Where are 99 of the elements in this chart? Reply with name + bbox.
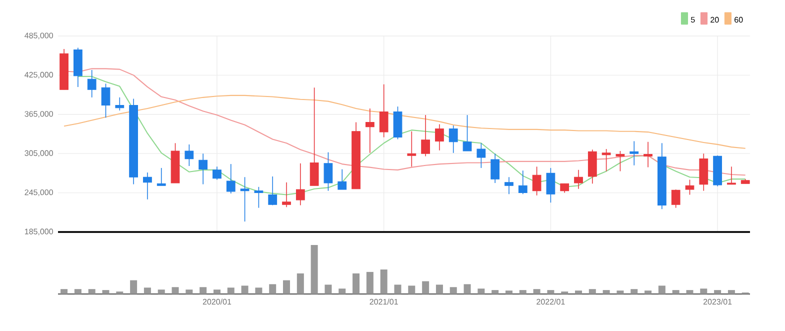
x-tick-label: 2022/01 (536, 298, 565, 305)
candlestick (602, 148, 611, 172)
candlestick (671, 189, 680, 208)
bar (422, 281, 430, 294)
candlestick (184, 144, 194, 166)
candlestick (435, 124, 444, 151)
candlestick (338, 168, 347, 190)
bar (130, 280, 138, 294)
y-tick-label: 245,000 (24, 189, 53, 196)
candlestick (532, 166, 542, 196)
x-tick-label: 2021/01 (370, 298, 398, 305)
bar (213, 290, 220, 294)
bar (296, 273, 304, 294)
bar (644, 290, 652, 294)
candlestick (198, 153, 208, 185)
candlestick (268, 176, 278, 206)
bar (380, 269, 388, 294)
candlestick (282, 182, 291, 208)
bar (630, 289, 638, 294)
candlestick (87, 70, 96, 98)
bar (102, 290, 110, 294)
bar (602, 290, 610, 294)
candlestick (379, 84, 388, 138)
bar (408, 286, 416, 294)
candlestick (504, 176, 514, 194)
bar (714, 290, 722, 294)
y-tick-label: 185,000 (24, 228, 53, 236)
bar (144, 288, 151, 294)
bar (158, 290, 165, 294)
candlestick (644, 141, 652, 168)
bar (464, 284, 471, 294)
candlestick (490, 153, 500, 184)
legend-label: 20 (710, 16, 719, 23)
candlestick (574, 170, 583, 190)
bar (283, 280, 290, 294)
bar (492, 290, 499, 294)
bar (700, 288, 708, 294)
candlestick (546, 168, 556, 203)
candlestick (101, 83, 110, 118)
candlestick (685, 179, 694, 196)
bar (74, 289, 82, 294)
candlestick (407, 130, 416, 168)
candlestick (560, 183, 570, 194)
bar (352, 273, 360, 294)
bar (60, 289, 68, 294)
bar (269, 284, 276, 294)
bar (255, 288, 262, 294)
candlestick (226, 164, 236, 194)
x-tick-label: 2023/01 (703, 298, 732, 305)
legend-label: 5 (690, 16, 695, 23)
bar (686, 290, 694, 294)
bar (478, 288, 485, 294)
bar (519, 290, 526, 294)
bar (200, 287, 207, 294)
y-tick-label: 365,000 (24, 111, 53, 118)
candlestick (156, 168, 166, 186)
candlestick (254, 186, 264, 208)
candlestick (476, 142, 486, 168)
bar (172, 287, 179, 294)
bar (394, 284, 402, 294)
bar (588, 289, 596, 294)
bar (227, 288, 234, 294)
bar (436, 284, 443, 294)
bar (672, 290, 680, 294)
y-tick-label: 485,000 (24, 32, 53, 40)
candlestick (616, 150, 625, 172)
bar (505, 290, 512, 294)
y-tick-label: 425,000 (24, 72, 53, 78)
candlestick (462, 114, 472, 152)
candlestick (518, 170, 528, 194)
bar (88, 289, 96, 294)
bar (616, 290, 624, 294)
candlestick (212, 166, 222, 180)
y-tick-label: 305,000 (24, 150, 53, 157)
candlestick (115, 97, 124, 111)
bar (324, 284, 332, 294)
bar (547, 290, 554, 294)
bar (728, 290, 735, 294)
candlestick (296, 162, 305, 206)
bar (338, 288, 346, 294)
candlestick (421, 114, 430, 157)
legend-label: 60 (734, 16, 743, 23)
x-tick-label: 2020/01 (202, 298, 232, 305)
candlestick (727, 166, 736, 185)
candlestick (310, 87, 319, 186)
bar (533, 289, 540, 294)
candlestick (143, 172, 152, 200)
bar (186, 290, 193, 294)
candlestick (324, 152, 333, 192)
bar (310, 244, 318, 294)
candlestick (630, 140, 639, 166)
bar (575, 290, 582, 294)
candlestick (240, 176, 250, 222)
bar (241, 286, 248, 294)
candlestick (365, 108, 374, 154)
candlestick (448, 125, 458, 154)
bar (366, 272, 374, 294)
bar (450, 287, 457, 294)
bar (658, 286, 666, 294)
